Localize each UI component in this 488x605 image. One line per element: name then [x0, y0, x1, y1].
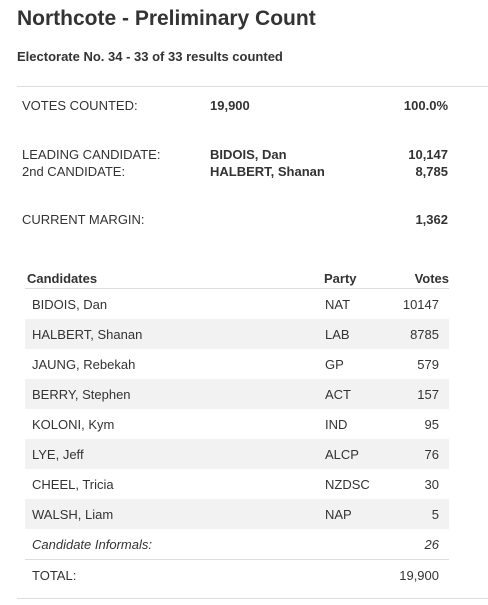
total-row: TOTAL: 19,900: [25, 559, 449, 590]
candidate-party: NAP: [322, 499, 395, 529]
candidate-name: CHEEL, Tricia: [32, 476, 114, 492]
candidate-name: LYE, Jeff: [25, 439, 322, 469]
candidate-party: NAT: [325, 296, 351, 312]
candidate-party: NZDSC: [325, 476, 370, 492]
header-candidates: Candidates: [25, 268, 322, 289]
header-party: Party: [322, 268, 395, 289]
leading-candidate-votes: 10,147: [408, 147, 448, 162]
table-row: WALSH, Liam NAP 5: [25, 499, 449, 529]
summary-current-margin: CURRENT MARGIN: 1,362: [22, 212, 448, 229]
candidate-party: LAB: [322, 319, 395, 349]
total-votes: 19,900: [395, 559, 449, 590]
candidate-votes: 76: [395, 439, 449, 469]
current-margin-value: 1,362: [415, 212, 448, 227]
candidate-party: GP: [325, 356, 344, 372]
table-row: JAUNG, Rebekah GP 579: [25, 349, 449, 379]
candidate-votes: 157: [395, 379, 449, 409]
leading-candidate-name: BIDOIS, Dan: [210, 147, 287, 162]
candidate-name: WALSH, Liam: [25, 499, 322, 529]
second-candidate-name: HALBERT, Shanan: [210, 164, 325, 179]
votes-counted-percent: 100.0%: [403, 98, 448, 113]
table-row: LYE, Jeff ALCP 76: [25, 439, 449, 469]
candidate-votes: 5: [395, 499, 449, 529]
candidate-name: BIDOIS, Dan: [32, 296, 108, 312]
table-row: KOLONI, Kym IND 95: [25, 409, 449, 439]
candidate-name: HALBERT, Shanan: [25, 319, 322, 349]
page-title: Northcote - Preliminary Count: [17, 7, 316, 30]
informals-votes: 26: [424, 536, 439, 552]
candidate-party: ACT: [322, 379, 395, 409]
table-header-row: Candidates Party Votes: [25, 268, 449, 289]
current-margin-label: CURRENT MARGIN:: [22, 212, 145, 227]
bottom-divider: [17, 598, 488, 599]
second-candidate-votes: 8,785: [415, 164, 448, 179]
leading-candidate-label: LEADING CANDIDATE:: [22, 147, 161, 162]
second-candidate-label: 2nd CANDIDATE:: [22, 164, 126, 179]
candidates-table: Candidates Party Votes BIDOIS, Dan NAT 1…: [25, 268, 449, 590]
votes-counted-label: VOTES COUNTED:: [22, 98, 138, 113]
candidate-votes: 95: [424, 416, 439, 432]
total-label: TOTAL:: [25, 559, 395, 590]
candidate-party: ALCP: [322, 439, 395, 469]
informals-row: Candidate Informals: 26: [25, 529, 449, 560]
table-row: BERRY, Stephen ACT 157: [25, 379, 449, 409]
candidate-votes: 30: [424, 476, 439, 492]
candidate-name: JAUNG, Rebekah: [32, 356, 136, 372]
table-row: BIDOIS, Dan NAT 10147: [25, 289, 449, 320]
summary-votes-counted: VOTES COUNTED: 19,900 100.0%: [22, 98, 448, 115]
candidate-name: BERRY, Stephen: [25, 379, 322, 409]
informals-label: Candidate Informals:: [32, 536, 152, 552]
table-row: CHEEL, Tricia NZDSC 30: [25, 469, 449, 499]
candidate-votes: 579: [417, 356, 439, 372]
table-row: HALBERT, Shanan LAB 8785: [25, 319, 449, 349]
electorate-subtitle: Electorate No. 34 - 33 of 33 results cou…: [17, 49, 283, 64]
candidate-votes: 8785: [395, 319, 449, 349]
summary-divider: [17, 86, 488, 88]
header-votes: Votes: [395, 268, 449, 289]
candidate-votes: 10147: [402, 296, 439, 312]
summary-second-candidate: 2nd CANDIDATE: HALBERT, Shanan 8,785: [22, 164, 448, 181]
summary-leading-candidate: LEADING CANDIDATE: BIDOIS, Dan 10,147: [22, 147, 448, 164]
votes-counted-value: 19,900: [210, 98, 250, 113]
candidate-name: KOLONI, Kym: [32, 416, 115, 432]
candidate-party: IND: [325, 416, 348, 432]
